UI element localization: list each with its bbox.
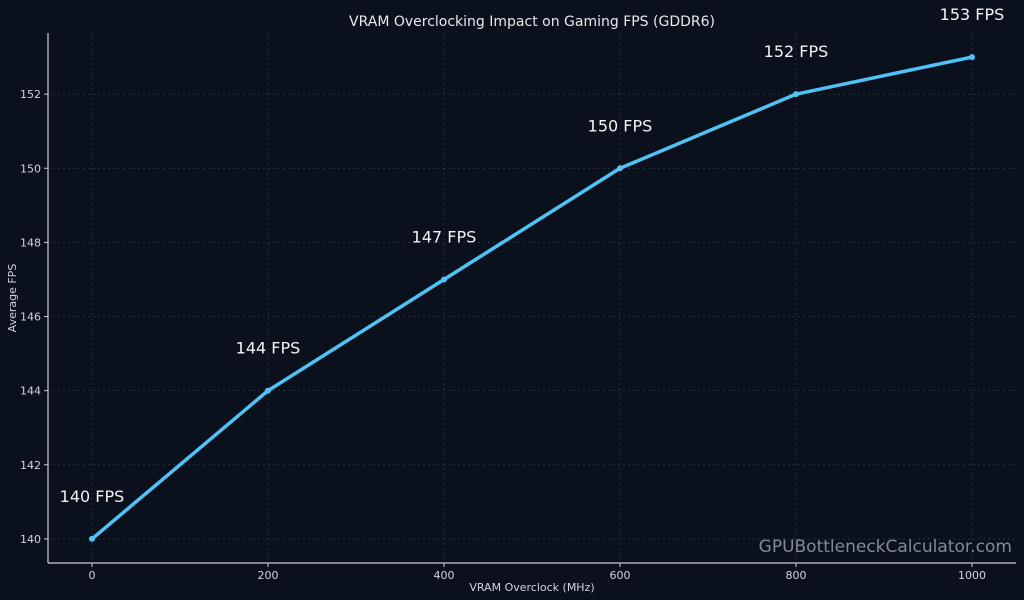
data-point [441, 276, 447, 283]
x-tick-label: 600 [610, 569, 631, 582]
data-point [617, 165, 623, 172]
data-label: 152 FPS [764, 42, 829, 61]
data-point [969, 54, 975, 61]
y-tick-label: 144 [20, 385, 41, 398]
y-tick-label: 152 [20, 88, 41, 101]
x-tick-label: 1000 [958, 569, 986, 582]
data-label: 150 FPS [588, 116, 653, 135]
data-label: 147 FPS [412, 227, 477, 246]
watermark: GPUBottleneckCalculator.com [759, 537, 1012, 557]
axes: 0 200 400 600 800 1000 140 142 144 146 148 150 152 [20, 33, 1016, 582]
data-label: 153 FPS [940, 5, 1005, 24]
x-tick-label: 200 [258, 569, 279, 582]
y-tick-label: 142 [20, 459, 41, 472]
y-tick-label: 150 [20, 162, 41, 175]
y-tick-label: 146 [20, 311, 41, 324]
data-point [265, 387, 271, 394]
data-label: 140 FPS [60, 487, 125, 506]
chart-title: VRAM Overclocking Impact on Gaming FPS (… [349, 14, 715, 30]
y-tick-label: 148 [20, 236, 41, 249]
x-tick-label: 800 [786, 569, 807, 582]
y-axis-label: Average FPS [6, 264, 19, 333]
data-point [89, 535, 95, 542]
y-tick-label: 140 [20, 533, 41, 546]
x-tick-label: 0 [89, 569, 96, 582]
x-tick-label: 400 [434, 569, 455, 582]
x-axis-label: VRAM Overclock (MHz) [469, 581, 594, 594]
data-point [793, 91, 799, 98]
series [89, 54, 975, 542]
grid [48, 33, 1016, 563]
series-line [90, 55, 974, 541]
data-label: 144 FPS [236, 339, 301, 358]
data-labels: 140 FPS 144 FPS 147 FPS 150 FPS 152 FPS 153 F… [60, 5, 1005, 506]
